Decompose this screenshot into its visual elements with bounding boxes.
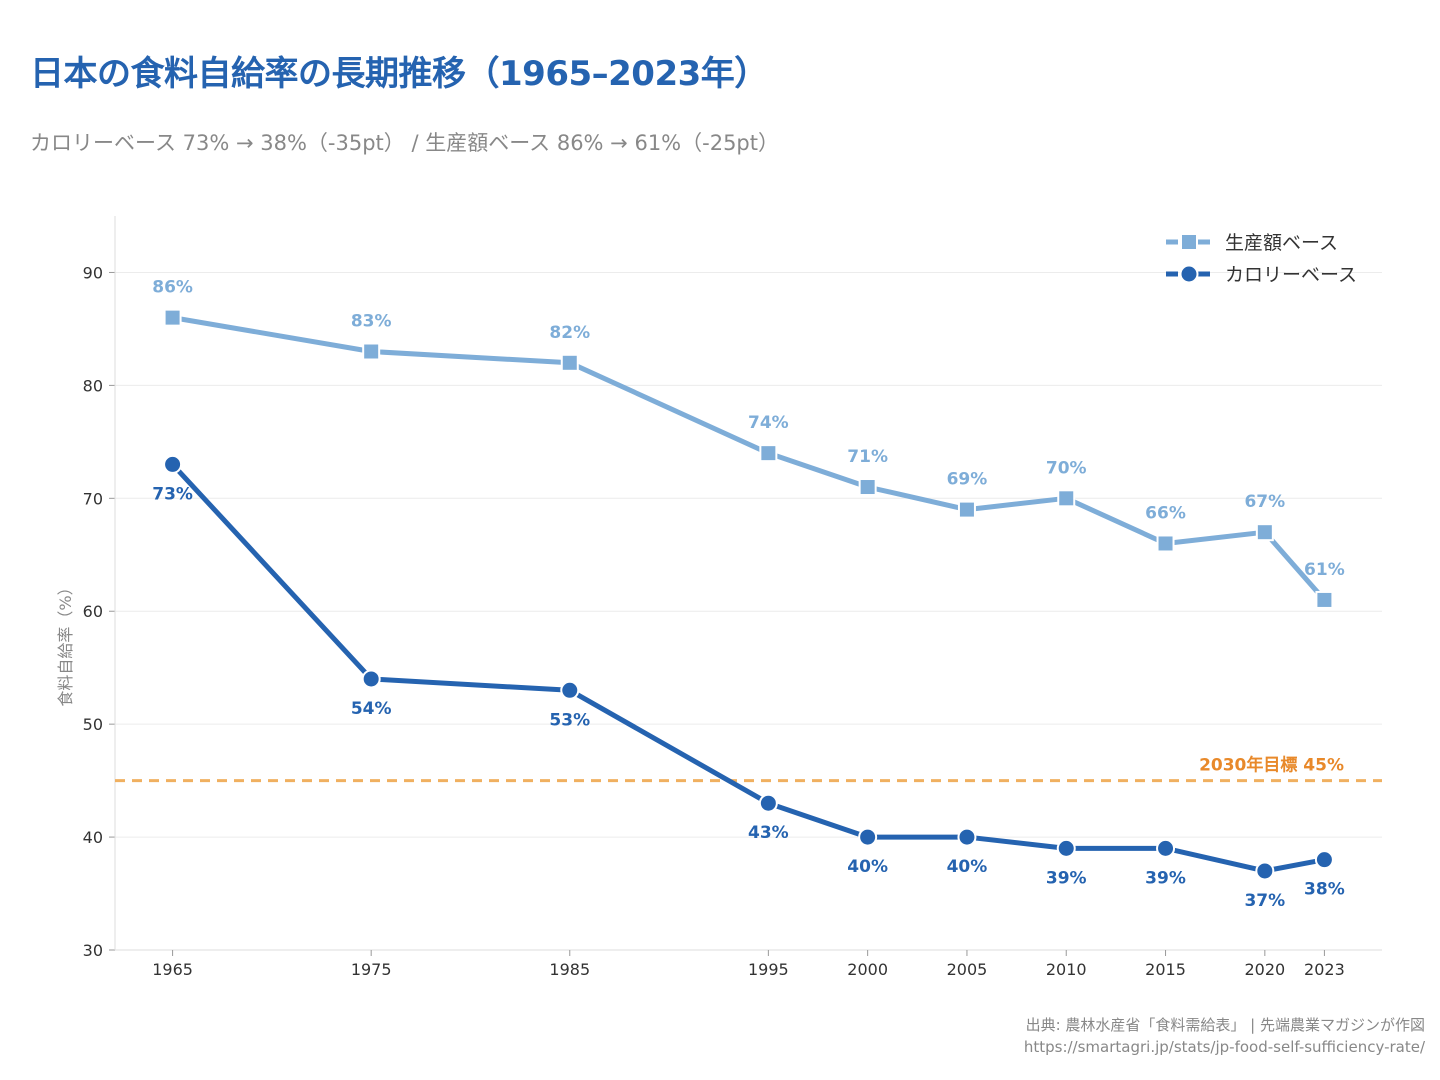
series-line bbox=[172, 315, 1327, 602]
legend-label: 生産額ベース bbox=[1225, 232, 1338, 254]
data-label: 37% bbox=[1244, 891, 1285, 911]
data-label: 83% bbox=[351, 312, 392, 332]
data-point bbox=[362, 342, 381, 361]
data-point bbox=[1255, 523, 1274, 542]
data-point bbox=[361, 669, 381, 689]
data-label: 54% bbox=[351, 699, 392, 719]
data-label: 66% bbox=[1145, 503, 1186, 523]
data-point bbox=[957, 500, 976, 519]
data-label: 70% bbox=[1046, 458, 1087, 478]
data-point bbox=[1156, 534, 1175, 553]
target-label: 2030年目標 45% bbox=[1199, 755, 1344, 776]
data-label: 69% bbox=[947, 470, 988, 490]
data-label: 39% bbox=[1046, 868, 1087, 888]
data-point bbox=[957, 827, 977, 847]
data-label: 61% bbox=[1304, 560, 1345, 580]
y-tick-label: 80 bbox=[83, 376, 103, 395]
y-tick-label: 40 bbox=[83, 828, 103, 847]
data-point bbox=[1156, 838, 1176, 858]
data-label: 40% bbox=[847, 857, 888, 877]
legend-label: カロリーベース bbox=[1225, 264, 1357, 286]
data-point bbox=[758, 793, 778, 813]
x-tick-label: 1985 bbox=[549, 960, 590, 979]
data-label: 40% bbox=[947, 857, 988, 877]
data-point bbox=[759, 444, 778, 463]
y-tick-label: 70 bbox=[83, 489, 103, 508]
x-tick-label: 2015 bbox=[1145, 960, 1186, 979]
x-tick-label: 2000 bbox=[847, 960, 888, 979]
data-label: 86% bbox=[152, 278, 193, 298]
data-label: 71% bbox=[847, 447, 888, 467]
data-label: 39% bbox=[1145, 868, 1186, 888]
data-point bbox=[858, 827, 878, 847]
x-tick-label: 2010 bbox=[1046, 960, 1087, 979]
data-point bbox=[1056, 838, 1076, 858]
data-label: 74% bbox=[748, 413, 789, 433]
legend-marker bbox=[1180, 233, 1198, 251]
data-point bbox=[1057, 489, 1076, 508]
data-label: 43% bbox=[748, 823, 789, 843]
data-point bbox=[858, 478, 877, 497]
data-label: 73% bbox=[152, 484, 193, 504]
data-point bbox=[1315, 590, 1334, 609]
chart-title: 日本の食料自給率の長期推移（1965–2023年） bbox=[30, 54, 768, 94]
data-point bbox=[1255, 861, 1275, 881]
y-tick-label: 90 bbox=[83, 263, 103, 282]
source-url: https://smartagri.jp/stats/jp-food-self-… bbox=[1023, 1038, 1425, 1056]
data-label: 82% bbox=[549, 323, 590, 343]
x-tick-label: 1995 bbox=[748, 960, 789, 979]
data-point bbox=[163, 308, 182, 327]
y-tick-label: 30 bbox=[83, 941, 103, 960]
chart-subtitle: カロリーベース 73% → 38%（-35pt） / 生産額ベース 86% → … bbox=[30, 131, 779, 155]
y-axis-label: 食料自給率（%） bbox=[56, 579, 75, 706]
series-line bbox=[170, 462, 1325, 874]
y-tick-label: 60 bbox=[83, 602, 103, 621]
data-point bbox=[560, 680, 580, 700]
x-tick-label: 1975 bbox=[351, 960, 392, 979]
data-point bbox=[163, 454, 183, 474]
source-note: 出典: 農林水産省「食料需給表」 | 先端農業マガジンが作図 bbox=[1025, 1016, 1425, 1034]
y-tick-label: 50 bbox=[83, 715, 103, 734]
data-point bbox=[1314, 850, 1334, 870]
data-label: 38% bbox=[1304, 880, 1345, 900]
data-label: 67% bbox=[1244, 492, 1285, 512]
x-tick-label: 1965 bbox=[152, 960, 193, 979]
data-label: 53% bbox=[549, 710, 590, 730]
x-tick-label: 2020 bbox=[1244, 960, 1285, 979]
x-tick-label: 2023 bbox=[1304, 960, 1345, 979]
data-point bbox=[560, 353, 579, 372]
legend-marker bbox=[1179, 264, 1199, 284]
x-tick-label: 2005 bbox=[947, 960, 988, 979]
